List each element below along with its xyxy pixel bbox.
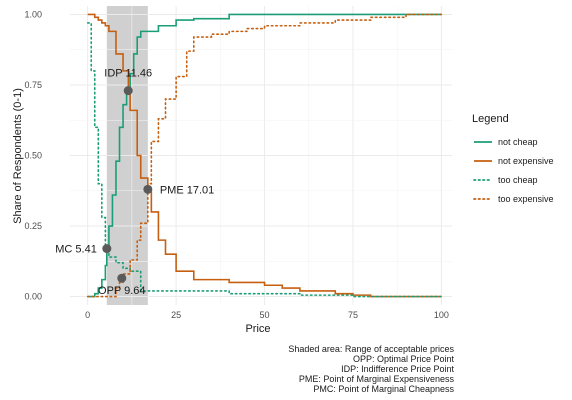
legend: Legend not cheap not expensive too cheap to… (472, 113, 554, 204)
x-tick-label: 50 (260, 310, 270, 320)
x-tick-label: 100 (434, 310, 449, 320)
series-line-too-expensive (86, 13, 443, 298)
y-tick-label: 0.50 (24, 151, 42, 161)
key-point-label: IDP 11.46 (104, 68, 152, 80)
legend-label: too cheap (498, 175, 538, 185)
x-tick-label: 0 (85, 310, 90, 320)
y-tick-label: 0.25 (24, 221, 42, 231)
x-tick-label: 25 (171, 310, 181, 320)
caption-line: IDP: Indifference Price Point (341, 364, 454, 374)
legend-label: not expensive (498, 156, 554, 166)
legend-title: Legend (472, 113, 509, 125)
x-axis-title: Price (245, 323, 270, 335)
caption-line: PMC: Point of Marginal Cheapness (313, 384, 454, 394)
y-axis-title: Share of Respondents (0-1) (12, 88, 24, 224)
legend-label: not cheap (498, 137, 538, 147)
key-point-marker (143, 184, 153, 194)
legend-items: not cheap not expensive too cheap too expen… (473, 137, 554, 204)
caption-line: PME: Point of Marginal Expensiveness (299, 374, 455, 384)
ticks-layer: 0 25 50 75 100 0.00 0.25 0.50 0.75 1.00 (24, 9, 448, 320)
points-layer: IDP 11.46 PME 17.01 MC 5.41 OPP 9.64 (55, 68, 214, 298)
key-point-marker (123, 86, 133, 96)
legend-label: too expensive (498, 194, 554, 204)
series-line-too-cheap (86, 22, 443, 298)
caption: Shaded area: Range of acceptable pricesO… (288, 344, 454, 394)
key-point-marker (117, 273, 127, 283)
series-line-not-cheap (87, 13, 442, 298)
y-tick-label: 0.00 (24, 292, 42, 302)
caption-line: Shaded area: Range of acceptable prices (288, 344, 454, 354)
key-point-marker (102, 244, 112, 254)
x-tick-label: 75 (348, 310, 358, 320)
y-tick-label: 0.75 (24, 80, 42, 90)
key-point-label: PME 17.01 (160, 184, 214, 196)
key-point-label: OPP 9.64 (98, 285, 146, 297)
key-point-label: MC 5.41 (55, 244, 97, 256)
caption-line: OPP: Optimal Price Point (353, 354, 455, 364)
y-tick-label: 1.00 (24, 9, 42, 19)
